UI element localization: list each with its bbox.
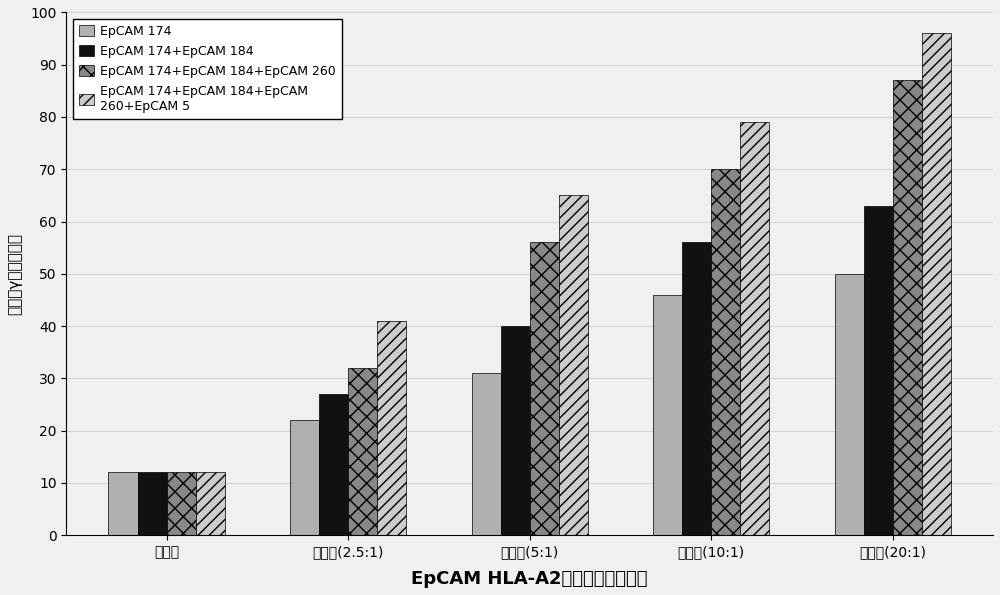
Bar [138,472,167,536]
Bar [167,472,196,536]
Bar [682,243,711,536]
Bar [530,243,559,536]
Bar [501,326,530,536]
Bar [864,206,893,536]
Bar [472,373,501,536]
Bar [893,80,922,536]
Bar [319,394,348,536]
X-axis label: EpCAM HLA-A2阳性抗原表位多肽: EpCAM HLA-A2阳性抗原表位多肽 [411,570,648,588]
Bar [711,170,740,536]
Legend: EpCAM 174, EpCAM 174+EpCAM 184, EpCAM 174+EpCAM 184+EpCAM 260, EpCAM 174+EpCAM 1: EpCAM 174, EpCAM 174+EpCAM 184, EpCAM 17… [73,18,342,119]
Y-axis label: 干扰素γ酶联斑点数: 干扰素γ酶联斑点数 [7,233,22,315]
Bar [559,195,588,536]
Bar [196,472,225,536]
Bar [922,33,951,536]
Bar [108,472,138,536]
Bar [835,274,864,536]
Bar [290,420,319,536]
Bar [740,122,769,536]
Bar [377,321,406,536]
Bar [653,295,682,536]
Bar [348,368,377,536]
